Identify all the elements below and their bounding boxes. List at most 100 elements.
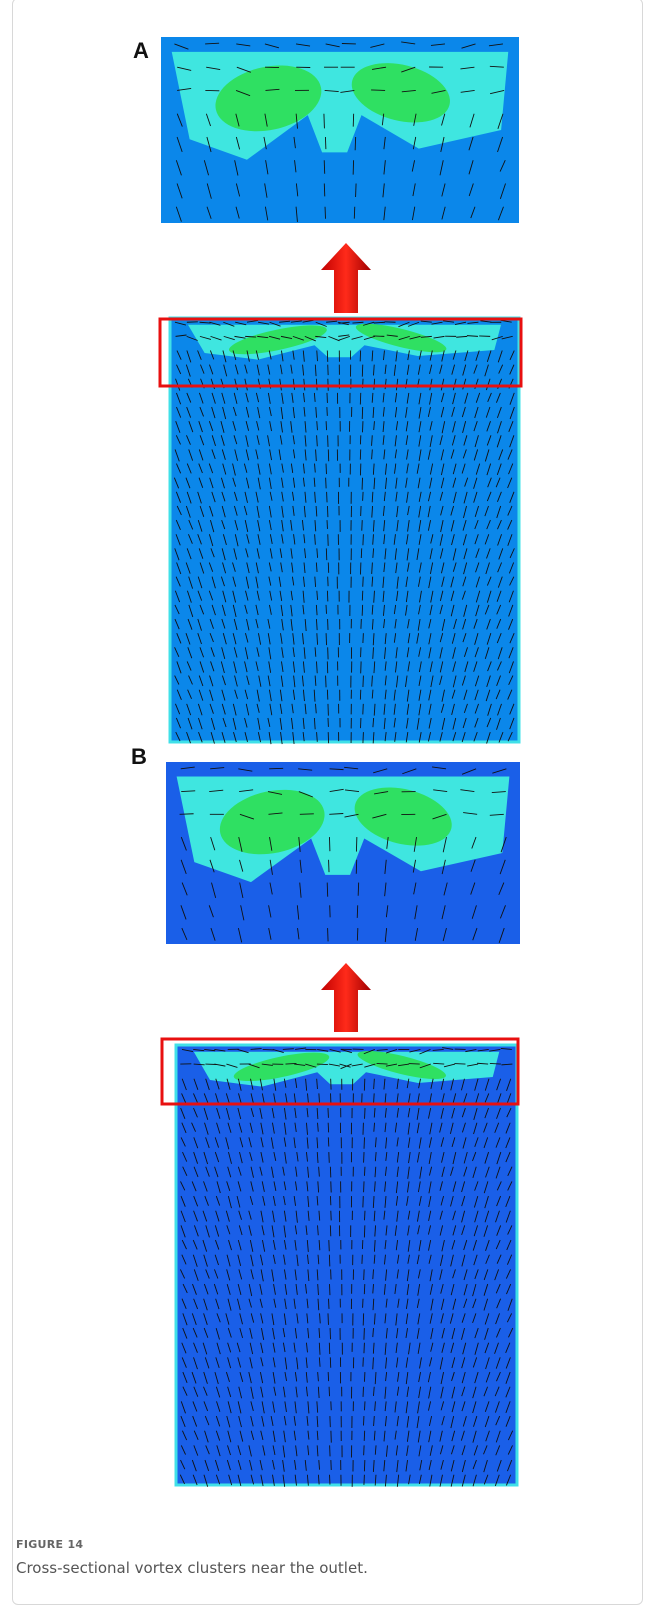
- velocity-vector: [375, 1137, 377, 1148]
- velocity-vector: [314, 576, 317, 587]
- velocity-vector: [306, 1313, 309, 1324]
- velocity-vector: [417, 1225, 420, 1235]
- velocity-vector: [283, 1181, 287, 1191]
- velocity-vector: [337, 321, 349, 326]
- velocity-vector: [268, 576, 272, 586]
- velocity-vector: [249, 1122, 254, 1133]
- velocity-vector: [268, 661, 272, 673]
- velocity-vector: [237, 1401, 242, 1414]
- velocity-vector: [382, 505, 385, 517]
- velocity-vector: [306, 1240, 309, 1252]
- velocity-vector: [282, 1474, 286, 1487]
- velocity-vector: [259, 1107, 263, 1119]
- velocity-vector: [186, 548, 192, 560]
- velocity-vector: [202, 1239, 208, 1252]
- velocity-vector: [225, 1137, 230, 1150]
- velocity-vector: [429, 463, 434, 475]
- velocity-vector: [385, 1063, 398, 1067]
- velocity-vector: [187, 647, 193, 659]
- velocity-vector: [463, 689, 468, 701]
- velocity-vector: [304, 1460, 307, 1471]
- velocity-vector: [298, 791, 314, 798]
- velocity-vector: [407, 1137, 411, 1148]
- velocity-vector: [273, 1151, 277, 1161]
- velocity-vector: [180, 836, 187, 851]
- velocity-vector: [199, 661, 205, 673]
- velocity-vector: [248, 1210, 252, 1220]
- velocity-vector: [180, 1225, 186, 1238]
- velocity-vector: [384, 1181, 387, 1192]
- velocity-vector: [268, 350, 272, 360]
- velocity-vector: [292, 335, 304, 341]
- velocity-vector: [461, 1401, 466, 1412]
- velocity-vector: [474, 1181, 479, 1191]
- velocity-vector: [509, 406, 515, 420]
- velocity-vector: [269, 421, 272, 432]
- velocity-vector: [495, 1357, 501, 1369]
- velocity-vector: [461, 1474, 466, 1487]
- velocity-vector: [394, 732, 397, 742]
- velocity-vector: [282, 1166, 285, 1176]
- velocity-vector: [474, 633, 479, 645]
- velocity-vector: [473, 661, 478, 672]
- velocity-vector: [472, 1166, 477, 1178]
- velocity-vector: [384, 1313, 387, 1324]
- velocity-vector: [497, 350, 503, 363]
- velocity-vector: [405, 406, 408, 418]
- velocity-vector: [384, 1166, 387, 1176]
- velocity-vector: [509, 364, 515, 375]
- velocity-vector: [427, 505, 431, 518]
- velocity-vector: [248, 1371, 252, 1384]
- velocity-vector: [460, 90, 475, 93]
- velocity-vector: [485, 1254, 490, 1264]
- velocity-vector: [244, 731, 248, 742]
- velocity-vector: [394, 548, 397, 560]
- velocity-vector: [450, 1415, 455, 1429]
- velocity-vector: [185, 562, 191, 574]
- velocity-vector: [293, 1430, 297, 1441]
- velocity-vector: [221, 604, 226, 616]
- velocity-vector: [452, 1225, 457, 1236]
- velocity-vector: [237, 1474, 242, 1487]
- velocity-vector: [441, 1342, 445, 1353]
- velocity-vector: [267, 435, 270, 447]
- velocity-vector: [238, 1210, 242, 1220]
- velocity-vector: [296, 1152, 299, 1162]
- velocity-vector: [382, 435, 385, 445]
- velocity-vector: [406, 1386, 410, 1397]
- velocity-vector: [205, 1269, 210, 1279]
- velocity-vector: [407, 1225, 410, 1236]
- velocity-vector: [496, 717, 501, 730]
- velocity-vector: [271, 1166, 274, 1178]
- velocity-vector: [463, 1283, 468, 1296]
- velocity-vector: [233, 392, 238, 404]
- velocity-vector: [461, 1225, 466, 1235]
- velocity-vector: [373, 1386, 375, 1396]
- velocity-vector: [186, 350, 192, 363]
- velocity-vector: [419, 1357, 422, 1369]
- velocity-vector: [497, 136, 504, 153]
- velocity-vector: [273, 1093, 276, 1105]
- velocity-vector: [284, 1401, 287, 1412]
- velocity-vector: [197, 576, 203, 589]
- velocity-vector: [452, 548, 457, 561]
- velocity-vector: [203, 160, 209, 176]
- velocity-vector: [315, 604, 318, 616]
- velocity-vector: [501, 1063, 513, 1066]
- velocity-vector: [302, 689, 305, 702]
- velocity-vector: [188, 534, 193, 544]
- velocity-vector: [451, 1137, 456, 1148]
- velocity-vector: [246, 319, 259, 323]
- velocity-vector: [429, 562, 434, 575]
- velocity-vector: [181, 1342, 187, 1354]
- velocity-vector: [182, 1386, 188, 1396]
- velocity-vector: [294, 1328, 298, 1339]
- velocity-vector: [180, 1445, 186, 1455]
- velocity-vector: [463, 1166, 468, 1177]
- velocity-vector: [462, 576, 467, 587]
- velocity-vector: [239, 1430, 244, 1442]
- velocity-vector: [317, 1386, 320, 1398]
- velocity-vector: [394, 1430, 397, 1440]
- velocity-vector: [386, 334, 398, 337]
- velocity-vector: [257, 477, 261, 490]
